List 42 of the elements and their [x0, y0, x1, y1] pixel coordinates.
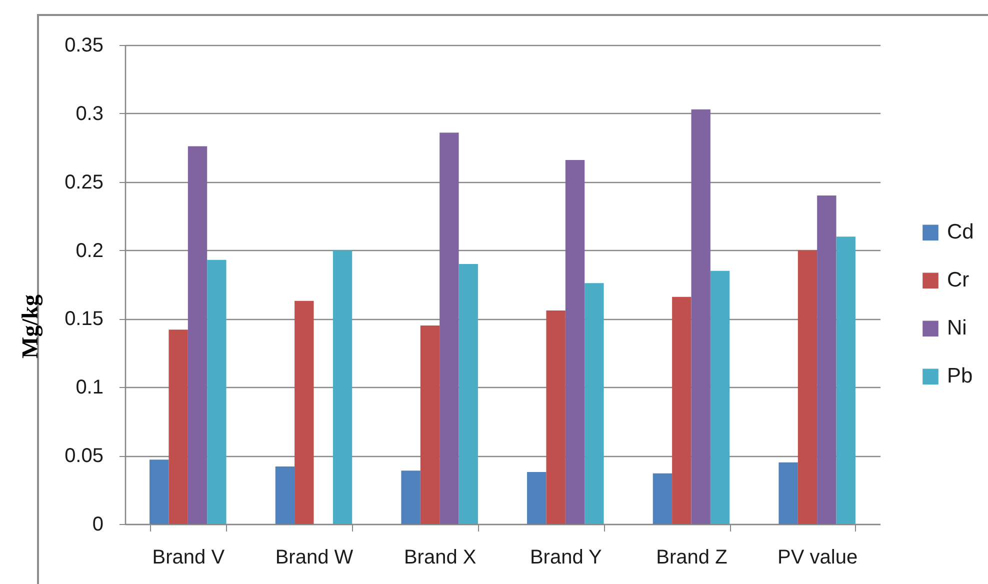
bar	[401, 470, 420, 524]
x-tick-label: Brand X	[404, 546, 476, 568]
bar	[188, 146, 208, 524]
bar	[817, 196, 836, 524]
y-tick-label: 0.15	[64, 308, 104, 330]
bar	[458, 264, 478, 524]
bar	[294, 300, 314, 524]
bar	[332, 250, 352, 524]
y-tick-label: 0	[92, 514, 104, 536]
y-tick-label: 0.05	[64, 445, 104, 468]
bar	[798, 250, 818, 524]
legend-label: Pb	[947, 364, 973, 388]
bar	[710, 270, 730, 524]
bar	[275, 466, 295, 524]
bar	[440, 132, 459, 524]
y-tick-label: 0.25	[64, 171, 104, 194]
bar	[150, 460, 169, 524]
legend-label: Cr	[947, 268, 970, 292]
bar	[691, 109, 710, 524]
bar	[207, 260, 226, 524]
bar	[584, 283, 604, 524]
bar	[527, 472, 546, 524]
x-tick-label: Brand W	[275, 546, 354, 568]
bar	[565, 160, 585, 524]
x-tick-label: Brand V	[152, 546, 226, 568]
bar	[168, 330, 188, 524]
y-tick-label: 0.35	[64, 34, 104, 56]
bar	[652, 473, 672, 524]
legend-label: Ni	[947, 316, 967, 340]
y-tick-label: 0.2	[76, 240, 104, 262]
x-tick-label: Brand Z	[656, 546, 728, 568]
x-tick-label: Brand Y	[530, 546, 602, 568]
y-tick-label: 0.3	[76, 102, 104, 125]
bar	[420, 326, 440, 524]
bar	[778, 462, 798, 524]
x-tick-label: PV value	[778, 546, 858, 568]
y-tick-label: 0.1	[76, 376, 104, 399]
legend-label: Cd	[947, 220, 974, 244]
y-axis-title: Mg/kg	[18, 294, 44, 358]
bar	[836, 236, 856, 524]
bar	[672, 296, 692, 524]
bar	[546, 310, 566, 524]
